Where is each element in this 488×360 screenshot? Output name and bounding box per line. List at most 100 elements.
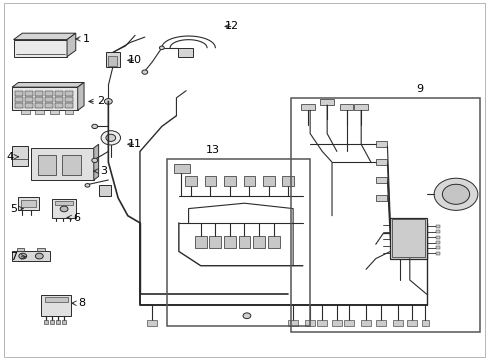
Circle shape: [92, 124, 98, 129]
Bar: [391, 219, 424, 257]
Bar: [185, 176, 197, 186]
Bar: [45, 97, 53, 102]
Bar: [55, 201, 73, 205]
Text: 10: 10: [127, 55, 142, 65]
Bar: [435, 241, 440, 244]
Bar: [317, 320, 326, 327]
Text: 5: 5: [10, 203, 23, 213]
Bar: [108, 56, 117, 66]
Bar: [435, 247, 440, 249]
Text: 7: 7: [10, 252, 26, 262]
Bar: [375, 320, 385, 327]
Bar: [267, 237, 279, 248]
Bar: [290, 98, 479, 332]
Bar: [35, 91, 43, 95]
Bar: [12, 146, 28, 166]
Bar: [45, 297, 67, 302]
Circle shape: [35, 253, 43, 259]
Bar: [435, 236, 440, 239]
Bar: [331, 320, 341, 327]
Bar: [106, 53, 119, 67]
Polygon shape: [30, 148, 94, 180]
Circle shape: [85, 184, 90, 187]
Bar: [435, 230, 440, 233]
Bar: [21, 200, 36, 207]
Bar: [15, 103, 23, 108]
Bar: [12, 251, 50, 261]
Circle shape: [433, 178, 477, 210]
Text: 8: 8: [72, 298, 85, 308]
Circle shape: [60, 206, 68, 212]
Bar: [339, 104, 353, 111]
Circle shape: [19, 253, 27, 259]
Circle shape: [92, 158, 98, 162]
Circle shape: [243, 313, 250, 319]
Bar: [35, 103, 43, 108]
Bar: [253, 237, 264, 248]
Bar: [17, 248, 24, 251]
Bar: [282, 176, 293, 186]
Polygon shape: [12, 87, 78, 111]
Bar: [41, 295, 71, 316]
Bar: [320, 99, 333, 105]
Bar: [263, 176, 274, 186]
Circle shape: [104, 99, 112, 104]
Circle shape: [101, 131, 120, 145]
Bar: [344, 320, 353, 327]
Text: 9: 9: [415, 84, 422, 94]
Bar: [224, 176, 235, 186]
Bar: [392, 320, 402, 327]
Bar: [435, 225, 440, 228]
Bar: [19, 197, 39, 210]
Polygon shape: [67, 33, 76, 57]
Polygon shape: [94, 144, 99, 180]
Bar: [64, 110, 73, 114]
Circle shape: [106, 134, 116, 141]
Bar: [44, 320, 48, 324]
Bar: [24, 97, 33, 102]
Bar: [65, 91, 73, 95]
Bar: [99, 185, 111, 196]
Bar: [15, 97, 23, 102]
Text: 13: 13: [205, 145, 220, 155]
Bar: [65, 103, 73, 108]
Bar: [375, 141, 386, 148]
Bar: [243, 176, 255, 186]
Bar: [55, 97, 63, 102]
Text: 12: 12: [224, 21, 239, 31]
Bar: [361, 320, 370, 327]
Bar: [38, 155, 56, 175]
Bar: [62, 155, 81, 175]
Bar: [55, 91, 63, 95]
Text: 6: 6: [67, 212, 80, 222]
Bar: [300, 104, 314, 111]
Bar: [421, 320, 428, 327]
Text: 2: 2: [89, 96, 104, 107]
Bar: [287, 320, 297, 327]
Bar: [209, 237, 221, 248]
Bar: [15, 91, 23, 95]
Bar: [24, 103, 33, 108]
Circle shape: [142, 70, 147, 74]
Polygon shape: [78, 82, 84, 111]
Bar: [375, 195, 386, 201]
Bar: [354, 104, 367, 111]
Bar: [65, 97, 73, 102]
Bar: [375, 177, 386, 183]
Bar: [45, 103, 53, 108]
Bar: [389, 217, 426, 258]
Bar: [37, 248, 44, 251]
Bar: [375, 159, 386, 165]
Bar: [21, 110, 30, 114]
Bar: [178, 48, 193, 57]
Bar: [35, 97, 43, 102]
Bar: [238, 237, 250, 248]
Bar: [224, 237, 235, 248]
Bar: [407, 320, 416, 327]
Bar: [305, 320, 314, 327]
Bar: [52, 199, 76, 217]
Polygon shape: [14, 33, 76, 40]
Polygon shape: [14, 40, 67, 57]
Bar: [55, 103, 63, 108]
Bar: [35, 110, 44, 114]
